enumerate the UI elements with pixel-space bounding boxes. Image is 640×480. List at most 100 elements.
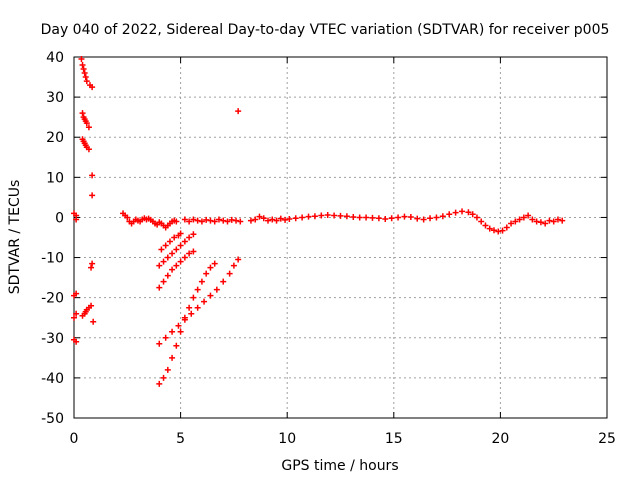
- data-point: [207, 264, 214, 271]
- data-point: [235, 108, 242, 115]
- data-point: [71, 314, 77, 321]
- series-early-low: [79, 302, 95, 319]
- data-points: [71, 56, 566, 387]
- data-point: [446, 211, 453, 218]
- data-point: [215, 216, 222, 223]
- data-point: [224, 218, 231, 225]
- data-point: [156, 340, 163, 347]
- x-tick-label: 20: [491, 431, 509, 447]
- data-point: [337, 212, 344, 219]
- x-tick-label: 15: [385, 431, 403, 447]
- data-point: [388, 215, 395, 222]
- series-early-0: [71, 210, 80, 223]
- data-point: [164, 366, 171, 373]
- series-cross-2: [156, 260, 218, 387]
- data-point: [169, 354, 176, 361]
- series-rise-c: [156, 248, 197, 291]
- data-point: [194, 217, 201, 224]
- data-point: [181, 216, 188, 223]
- data-point: [186, 250, 193, 257]
- data-point: [512, 218, 519, 225]
- data-point: [175, 322, 182, 329]
- data-point: [89, 260, 96, 267]
- x-tick-label: 5: [176, 431, 185, 447]
- x-tick-label: 0: [70, 431, 79, 447]
- data-point: [181, 238, 188, 245]
- data-point: [554, 216, 561, 223]
- series-rise-a: [158, 230, 184, 253]
- axis-ticks: [73, 56, 608, 419]
- data-point: [286, 216, 293, 223]
- y-tick-label: 20: [46, 130, 64, 146]
- data-point: [459, 208, 466, 215]
- data-point: [173, 218, 180, 225]
- data-point: [177, 242, 184, 249]
- data-point: [85, 124, 92, 131]
- data-point: [508, 220, 515, 227]
- data-point: [82, 74, 89, 81]
- data-point: [516, 216, 523, 223]
- data-point: [162, 334, 169, 341]
- data-point: [420, 216, 427, 223]
- data-point: [83, 120, 90, 127]
- data-point: [169, 266, 176, 273]
- data-point: [198, 218, 205, 225]
- data-point: [156, 262, 163, 269]
- data-point: [181, 254, 188, 261]
- data-point: [211, 218, 218, 225]
- data-point: [90, 318, 97, 325]
- data-point: [201, 298, 208, 305]
- data-point: [439, 213, 446, 220]
- series-descent-25: [79, 110, 92, 131]
- data-point: [546, 217, 553, 224]
- data-point: [73, 290, 80, 297]
- data-point: [160, 278, 167, 285]
- y-tick-label: 40: [46, 50, 64, 66]
- data-point: [79, 62, 86, 69]
- x-axis-label: GPS time / hours: [281, 458, 398, 474]
- data-point: [160, 258, 167, 265]
- data-point: [169, 250, 176, 257]
- data-point: [478, 218, 485, 225]
- data-point: [529, 216, 536, 223]
- data-point: [89, 172, 96, 179]
- data-point: [395, 214, 402, 221]
- data-point: [186, 234, 193, 241]
- chart-title: Day 040 of 2022, Sidereal Day-to-day VTE…: [41, 22, 610, 38]
- data-point: [80, 66, 87, 73]
- data-point: [81, 70, 88, 77]
- data-point: [220, 278, 227, 285]
- series-main-trace: [120, 208, 566, 235]
- y-tick-label: 30: [46, 90, 64, 106]
- data-point: [194, 286, 201, 293]
- data-point: [190, 216, 197, 223]
- data-point: [482, 222, 489, 229]
- data-point: [277, 215, 284, 222]
- data-point: [89, 84, 96, 91]
- series-cross-1: [156, 256, 242, 347]
- data-point: [465, 209, 472, 216]
- data-point: [156, 380, 163, 387]
- data-point: [166, 238, 173, 245]
- data-point: [486, 225, 493, 232]
- y-tick-label: 10: [46, 170, 64, 186]
- data-point: [235, 256, 242, 263]
- data-point: [88, 264, 95, 271]
- data-point: [211, 260, 218, 267]
- data-point: [537, 219, 544, 226]
- x-tick-label: 25: [598, 431, 616, 447]
- data-point: [88, 302, 95, 309]
- data-point: [124, 214, 131, 221]
- data-point: [503, 224, 510, 231]
- data-point: [433, 214, 440, 221]
- data-point: [350, 214, 357, 221]
- data-point: [85, 146, 92, 153]
- data-point: [164, 254, 171, 261]
- data-point: [186, 218, 193, 225]
- data-point: [256, 213, 263, 220]
- data-point: [542, 220, 549, 227]
- data-point: [311, 213, 318, 220]
- data-point: [269, 216, 276, 223]
